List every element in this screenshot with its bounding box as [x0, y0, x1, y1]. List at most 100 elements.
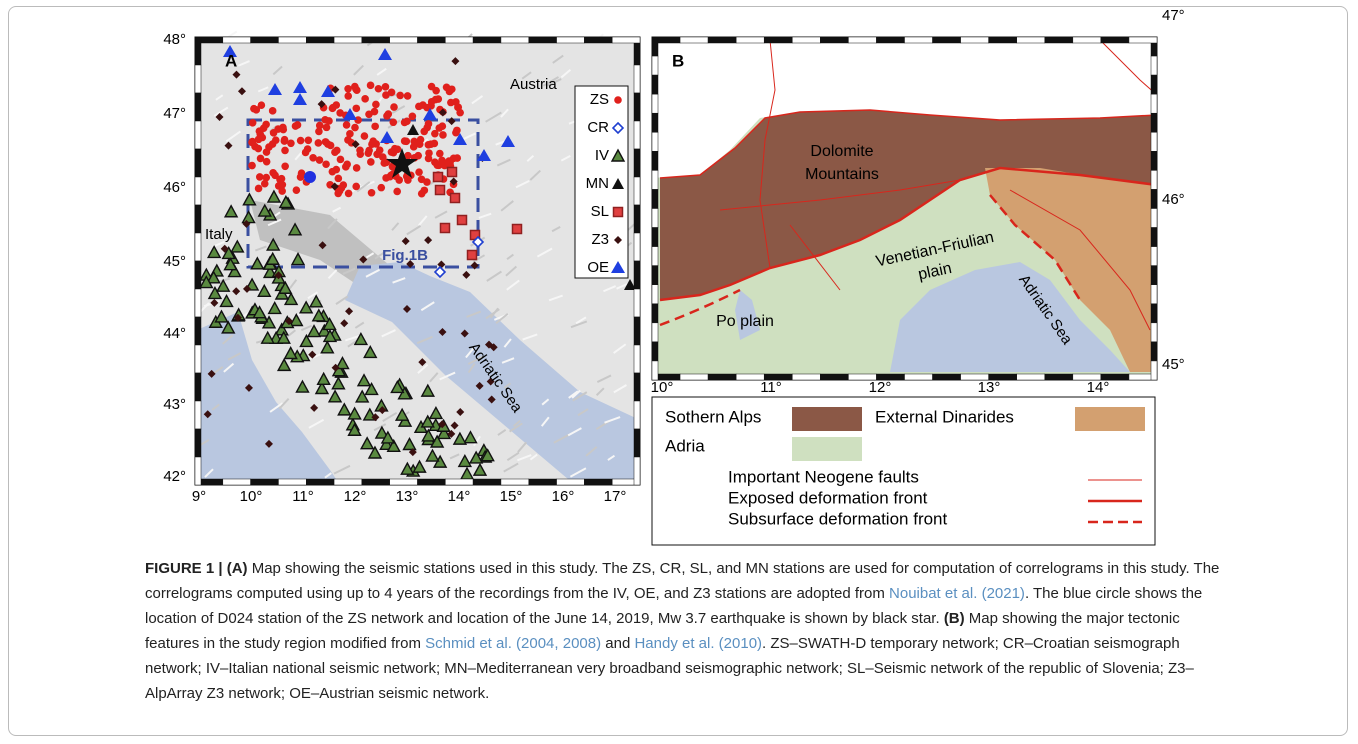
- station-zs: [431, 140, 439, 148]
- frame-segment: [195, 37, 201, 65]
- station-zs: [453, 154, 461, 162]
- station-zs: [428, 98, 436, 106]
- station-zs: [339, 181, 347, 189]
- frame-segment: [195, 317, 201, 345]
- frame-segment: [306, 479, 334, 485]
- x-tick-label: 12°: [869, 379, 892, 396]
- frame-segment: [1151, 75, 1157, 94]
- station-zs: [287, 139, 295, 147]
- station-zs: [614, 96, 622, 104]
- legend-label: Sothern Alps: [665, 407, 761, 426]
- station-zs: [305, 136, 313, 144]
- station-zs: [438, 157, 446, 165]
- station-zs: [446, 159, 454, 167]
- frame-segment: [195, 373, 201, 401]
- frame-segment: [708, 37, 736, 43]
- region-label: Po plain: [716, 313, 774, 330]
- station-zs: [297, 137, 305, 145]
- frame-segment: [501, 479, 529, 485]
- legend-swatch: [1075, 407, 1145, 431]
- frame-segment: [652, 189, 658, 208]
- station-zs: [382, 83, 390, 91]
- y-tick-label: 48°: [163, 31, 186, 48]
- x-tick-label: 14°: [448, 488, 471, 505]
- frame-segment: [652, 323, 658, 342]
- frame-segment: [584, 37, 612, 43]
- frame-segment: [390, 479, 418, 485]
- frame-segment: [680, 37, 708, 43]
- station-zs: [263, 158, 271, 166]
- station-zs: [367, 82, 375, 90]
- citation-link[interactable]: Schmid et al. (2004, 2008): [425, 635, 601, 652]
- station-zs: [346, 130, 354, 138]
- station-zs: [270, 129, 278, 137]
- frame-segment: [634, 289, 640, 317]
- frame-segment: [1151, 342, 1157, 361]
- box-label: Fig.1B: [382, 247, 428, 264]
- frame-segment: [634, 149, 640, 177]
- frame-segment: [1151, 56, 1157, 75]
- x-tick-label: 10°: [240, 488, 263, 505]
- x-tick-label: 12°: [344, 488, 367, 505]
- frame-segment: [848, 37, 876, 43]
- frame-segment: [418, 37, 446, 43]
- x-tick-label: 13°: [396, 488, 419, 505]
- station-zs: [256, 173, 264, 181]
- y-tick-label: 42°: [163, 468, 186, 485]
- station-zs: [420, 128, 428, 136]
- station-zs: [416, 140, 424, 148]
- frame-segment: [195, 65, 201, 93]
- station-sl: [441, 224, 450, 233]
- station-zs: [316, 156, 324, 164]
- frame-segment: [1151, 361, 1157, 380]
- citation-link[interactable]: Handy et al. (2010): [634, 635, 762, 652]
- station-zs: [393, 188, 401, 196]
- station-zs: [262, 174, 270, 182]
- frame-segment: [1151, 323, 1157, 342]
- frame-segment: [557, 479, 585, 485]
- frame-segment: [1073, 37, 1101, 43]
- y-tick-label: 47°: [1162, 7, 1185, 24]
- station-zs: [383, 112, 391, 120]
- frame-segment: [306, 37, 334, 43]
- station-zs: [377, 184, 385, 192]
- frame-segment: [334, 479, 362, 485]
- station-zs: [269, 107, 277, 115]
- station-zs: [249, 119, 257, 127]
- station-zs: [321, 116, 329, 124]
- region-label: Dolomite: [810, 143, 873, 160]
- frame-segment: [1017, 37, 1045, 43]
- station-zs: [448, 85, 456, 93]
- frame-segment: [905, 374, 933, 380]
- station-zs: [337, 156, 345, 164]
- frame-segment: [195, 233, 201, 261]
- frame-segment: [473, 37, 501, 43]
- station-zs: [454, 103, 462, 111]
- station-zs: [389, 118, 397, 126]
- place-label: Italy: [205, 226, 233, 243]
- station-zs: [395, 176, 403, 184]
- legend-swatch: [792, 407, 862, 431]
- frame-segment: [652, 37, 658, 56]
- frame-segment: [195, 401, 201, 429]
- station-zs: [327, 142, 335, 150]
- frame-segment: [223, 37, 251, 43]
- x-tick-label: 14°: [1087, 379, 1110, 396]
- frame-segment: [680, 374, 708, 380]
- frame-segment: [1151, 266, 1157, 285]
- station-zs: [353, 86, 361, 94]
- station-zs: [329, 168, 337, 176]
- frame-segment: [933, 374, 961, 380]
- page: { "panel_a": { "label": "A", "y_ticks": …: [0, 0, 1358, 744]
- station-zs: [439, 131, 447, 139]
- frame-segment: [1151, 94, 1157, 113]
- station-zs: [322, 160, 330, 168]
- frame-segment: [445, 479, 473, 485]
- citation-link[interactable]: Nouibat et al. (2021): [889, 585, 1025, 602]
- station-zs: [423, 178, 431, 186]
- station-zs: [344, 92, 352, 100]
- station-zs: [343, 161, 351, 169]
- x-tick-label: 11°: [292, 488, 314, 505]
- caption-text: and: [601, 635, 634, 652]
- legend-label: IV: [595, 147, 609, 164]
